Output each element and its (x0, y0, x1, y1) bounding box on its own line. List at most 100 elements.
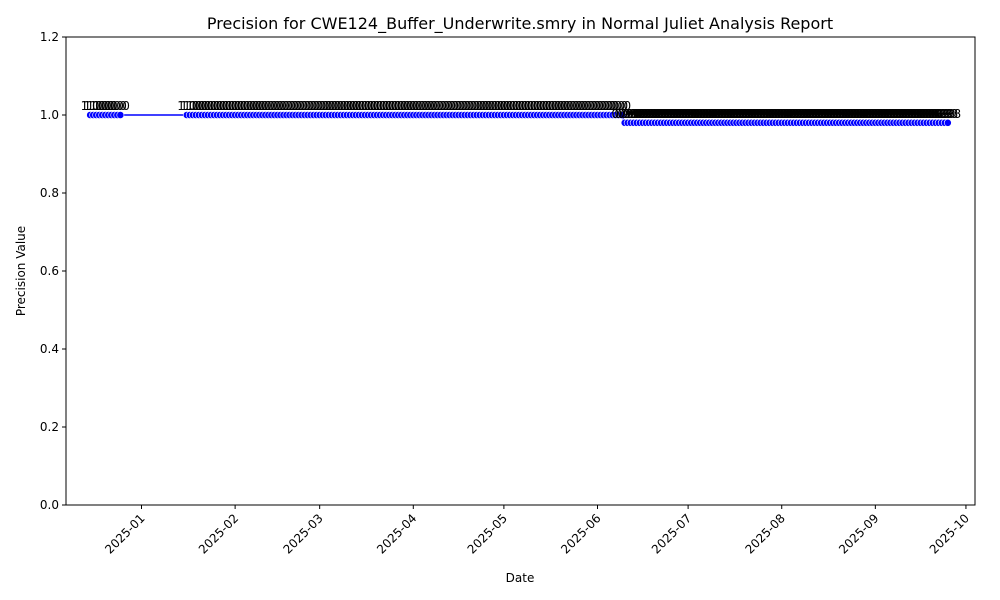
data-label: 1.0 (404, 99, 423, 113)
data-label: 1.0 (452, 99, 471, 113)
data-label: 1.0 (413, 99, 432, 113)
data-label: 0.98 (817, 107, 844, 121)
data-label: 1.0 (573, 99, 592, 113)
data-label: 1.0 (90, 99, 109, 113)
data-label: 1.0 (99, 99, 118, 113)
data-label: 1.0 (226, 99, 245, 113)
data-label: 0.98 (672, 107, 699, 121)
data-label: 1.0 (192, 99, 211, 113)
data-label: 0.98 (669, 107, 696, 121)
data-label: 1.0 (253, 99, 272, 113)
data-label: 0.98 (910, 107, 937, 121)
data-label: 1.0 (503, 99, 522, 113)
data-label: 0.98 (832, 107, 859, 121)
data-label: 0.98 (648, 107, 675, 121)
y-axis: 0.0 0.2 0.4 0.6 0.8 1.0 1.2 (40, 30, 66, 512)
data-label: 0.98 (877, 107, 904, 121)
data-label: 0.98 (753, 107, 780, 121)
data-label: 1.0 (440, 99, 459, 113)
data-label: 1.0 (491, 99, 510, 113)
data-label: 1.0 (515, 99, 534, 113)
data-label: 0.98 (651, 107, 678, 121)
data-label: 0.98 (684, 107, 711, 121)
data-label: 1.0 (473, 99, 492, 113)
data-label: 1.0 (558, 99, 577, 113)
data-label: 1.0 (488, 99, 507, 113)
y-tick-label: 0.4 (40, 342, 59, 356)
data-label: 1.0 (422, 99, 441, 113)
data-label: 0.98 (934, 107, 961, 121)
data-label: 1.0 (262, 99, 281, 113)
data-label: 1.0 (189, 99, 208, 113)
data-label: 1.0 (364, 99, 383, 113)
data-label: 1.0 (280, 99, 299, 113)
data-label: 0.98 (922, 107, 949, 121)
data-label: 1.0 (316, 99, 335, 113)
data-label: 1.0 (594, 99, 613, 113)
data-label: 0.98 (907, 107, 934, 121)
data-label: 1.0 (525, 99, 544, 113)
data-label: 0.98 (895, 107, 922, 121)
data-label: 0.98 (868, 107, 895, 121)
data-label: 0.98 (620, 107, 647, 121)
data-label: 1.0 (386, 99, 405, 113)
data-label: 0.98 (750, 107, 777, 121)
data-label: 0.98 (889, 107, 916, 121)
data-label: 1.0 (331, 99, 350, 113)
data-label: 1.0 (277, 99, 296, 113)
data-label: 1.0 (407, 99, 426, 113)
data-label: 1.0 (235, 99, 254, 113)
data-label: 1.0 (292, 99, 311, 113)
data-label: 0.98 (886, 107, 913, 121)
data-label: 0.98 (747, 107, 774, 121)
data-label: 1.0 (301, 99, 320, 113)
data-label: 0.98 (617, 107, 644, 121)
data-label: 1.0 (531, 99, 550, 113)
data-label: 0.98 (666, 107, 693, 121)
data-label: 1.0 (482, 99, 501, 113)
data-label: 0.98 (838, 107, 865, 121)
data-label: 1.0 (446, 99, 465, 113)
data-label: 0.98 (931, 107, 958, 121)
data-label: 0.98 (780, 107, 807, 121)
data-point (617, 111, 626, 119)
data-label: 0.98 (880, 107, 907, 121)
data-label: 0.98 (883, 107, 910, 121)
data-label: 1.0 (555, 99, 574, 113)
data-label: 0.98 (687, 107, 714, 121)
y-tick-label: 0.2 (40, 420, 59, 434)
data-label: 1.0 (265, 99, 284, 113)
data-label: 0.98 (862, 107, 889, 121)
data-label: 1.0 (371, 99, 390, 113)
data-label: 1.0 (500, 99, 519, 113)
data-label: 1.0 (519, 99, 538, 113)
data-label: 1.0 (183, 99, 202, 113)
data-label: 0.98 (702, 107, 729, 121)
data-label: 1.0 (576, 99, 595, 113)
data-label: 0.98 (735, 107, 762, 121)
data-label: 1.0 (392, 99, 411, 113)
data-label: 1.0 (274, 99, 293, 113)
data-label: 1.0 (497, 99, 516, 113)
data-label: 0.98 (635, 107, 662, 121)
data-label: 1.0 (410, 99, 429, 113)
data-label: 1.0 (250, 99, 269, 113)
data-label: 1.0 (455, 99, 474, 113)
data-label: 0.98 (928, 107, 955, 121)
data-label: 0.98 (796, 107, 823, 121)
data-label: 1.0 (328, 99, 347, 113)
data-label: 1.0 (343, 99, 362, 113)
data-label: 0.98 (859, 107, 886, 121)
data-label: 1.0 (298, 99, 317, 113)
data-label: 1.0 (449, 99, 468, 113)
data-label: 1.0 (334, 99, 353, 113)
data-label: 0.98 (925, 107, 952, 121)
data-label: 1.0 (259, 99, 278, 113)
data-label: 0.98 (913, 107, 940, 121)
data-label: 1.0 (419, 99, 438, 113)
data-label: 1.0 (217, 99, 236, 113)
data-label: 0.98 (916, 107, 943, 121)
data-label: 1.0 (570, 99, 589, 113)
data-label: 1.0 (207, 99, 226, 113)
data-label: 1.0 (232, 99, 251, 113)
